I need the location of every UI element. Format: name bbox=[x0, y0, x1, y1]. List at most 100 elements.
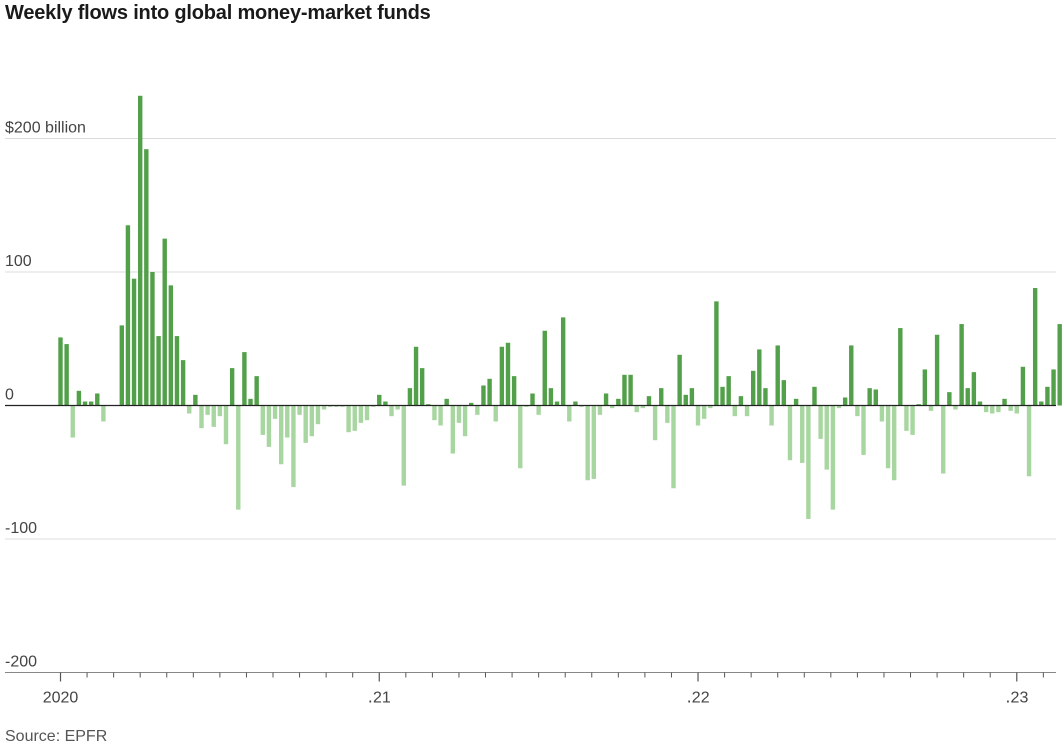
bar bbox=[922, 369, 928, 406]
bar bbox=[842, 397, 848, 406]
bar bbox=[426, 404, 431, 406]
bar bbox=[180, 360, 186, 406]
bar bbox=[174, 336, 180, 406]
bar bbox=[321, 405, 327, 410]
bar bbox=[1057, 324, 1062, 406]
bar bbox=[82, 401, 88, 406]
bar bbox=[438, 405, 443, 426]
bar bbox=[456, 405, 462, 423]
bar bbox=[738, 396, 744, 406]
bar bbox=[444, 398, 449, 406]
bar bbox=[187, 405, 192, 414]
x-tick-label: ․23 bbox=[1005, 690, 1028, 707]
bar bbox=[744, 405, 750, 417]
bar bbox=[800, 405, 805, 463]
bar bbox=[849, 345, 854, 406]
bar bbox=[1026, 405, 1032, 477]
bar bbox=[383, 401, 388, 406]
bar bbox=[646, 396, 652, 406]
bars bbox=[58, 95, 1062, 519]
x-tick-label: 2020 bbox=[43, 690, 79, 707]
chart-title: Weekly flows into global money-market fu… bbox=[5, 2, 431, 24]
bar bbox=[156, 336, 161, 406]
bar bbox=[591, 405, 597, 479]
bar bbox=[260, 405, 265, 435]
bar bbox=[781, 380, 787, 406]
bar bbox=[370, 405, 376, 407]
bar bbox=[1008, 405, 1013, 411]
bar bbox=[947, 392, 952, 406]
bar bbox=[652, 405, 658, 441]
bar bbox=[248, 398, 253, 406]
bar bbox=[536, 405, 541, 415]
bar bbox=[229, 368, 235, 406]
bar bbox=[95, 393, 100, 406]
bar bbox=[726, 376, 731, 406]
bar bbox=[720, 386, 725, 406]
bar bbox=[462, 405, 468, 437]
bar bbox=[389, 405, 394, 417]
bar bbox=[137, 95, 143, 406]
bar bbox=[432, 405, 437, 421]
bar bbox=[162, 238, 167, 406]
bar bbox=[665, 405, 670, 423]
bar bbox=[340, 405, 345, 407]
bar bbox=[910, 405, 915, 435]
bar bbox=[150, 272, 155, 406]
bar bbox=[413, 346, 419, 406]
bar bbox=[352, 405, 357, 431]
bar bbox=[554, 401, 560, 406]
bar bbox=[671, 405, 676, 489]
bar bbox=[377, 394, 382, 406]
y-tick-label: 100 bbox=[5, 253, 32, 270]
bar bbox=[585, 405, 590, 481]
bar bbox=[616, 398, 621, 406]
bar bbox=[70, 405, 75, 438]
y-tick-label: $200 billion bbox=[5, 120, 86, 137]
bar bbox=[610, 405, 615, 409]
bar bbox=[144, 149, 149, 406]
bar bbox=[934, 334, 940, 406]
bar bbox=[597, 405, 603, 415]
bar bbox=[76, 390, 82, 406]
bar bbox=[1002, 398, 1007, 406]
y-tick-label: -200 bbox=[5, 654, 37, 671]
bar bbox=[873, 389, 878, 406]
bar bbox=[548, 388, 554, 406]
bar bbox=[659, 388, 664, 406]
bar bbox=[806, 405, 811, 519]
bar bbox=[1045, 386, 1050, 406]
bar bbox=[787, 405, 793, 461]
bar bbox=[254, 376, 259, 406]
bar bbox=[297, 405, 302, 415]
bar bbox=[205, 405, 210, 415]
bar bbox=[518, 405, 523, 469]
bar bbox=[542, 330, 547, 406]
bar bbox=[524, 405, 529, 407]
bar bbox=[977, 401, 983, 406]
bar bbox=[959, 324, 964, 406]
bar bbox=[567, 405, 572, 422]
bar bbox=[469, 402, 474, 406]
bar bbox=[1051, 369, 1056, 406]
bar bbox=[272, 405, 278, 419]
y-tick-label: -100 bbox=[5, 520, 37, 537]
bar bbox=[291, 405, 296, 487]
bar bbox=[983, 405, 989, 413]
bar bbox=[885, 405, 891, 469]
bar bbox=[211, 405, 216, 427]
bar bbox=[855, 405, 860, 417]
bar bbox=[505, 342, 511, 406]
bar bbox=[573, 401, 578, 406]
bar bbox=[640, 405, 646, 409]
bar bbox=[450, 405, 456, 454]
bar bbox=[879, 405, 885, 422]
bar bbox=[1032, 288, 1038, 406]
bar bbox=[941, 405, 946, 474]
bar bbox=[971, 372, 977, 406]
bar bbox=[560, 317, 566, 406]
bar bbox=[928, 405, 934, 411]
bar bbox=[487, 378, 492, 406]
bar bbox=[677, 354, 682, 406]
